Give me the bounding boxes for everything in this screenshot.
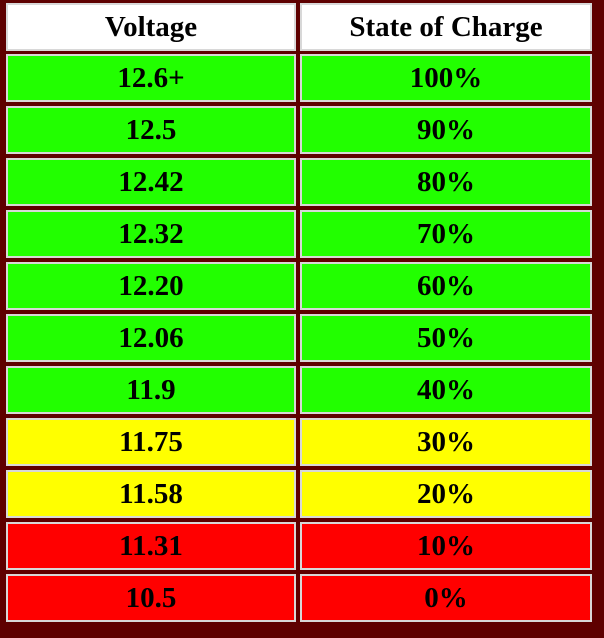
header-cell: Voltage [6,3,296,51]
charge-cell: 50% [300,314,592,362]
charge-cell: 60% [300,262,592,310]
voltage-cell: 12.06 [6,314,296,362]
voltage-cell: 12.5 [6,106,296,154]
voltage-cell: 12.32 [6,210,296,258]
charge-cell: 0% [300,574,592,622]
voltage-cell: 12.20 [6,262,296,310]
charge-cell: 80% [300,158,592,206]
charge-cell: 100% [300,54,592,102]
charge-cell: 30% [300,418,592,466]
charge-cell: 70% [300,210,592,258]
charge-cell: 90% [300,106,592,154]
voltage-cell: 11.75 [6,418,296,466]
voltage-cell: 11.31 [6,522,296,570]
voltage-cell: 10.5 [6,574,296,622]
voltage-cell: 11.9 [6,366,296,414]
charge-cell: 10% [300,522,592,570]
header-cell: State of Charge [300,3,592,51]
voltage-cell: 12.42 [6,158,296,206]
voltage-cell: 12.6+ [6,54,296,102]
charge-cell: 20% [300,470,592,518]
charge-cell: 40% [300,366,592,414]
voltage-cell: 11.58 [6,470,296,518]
